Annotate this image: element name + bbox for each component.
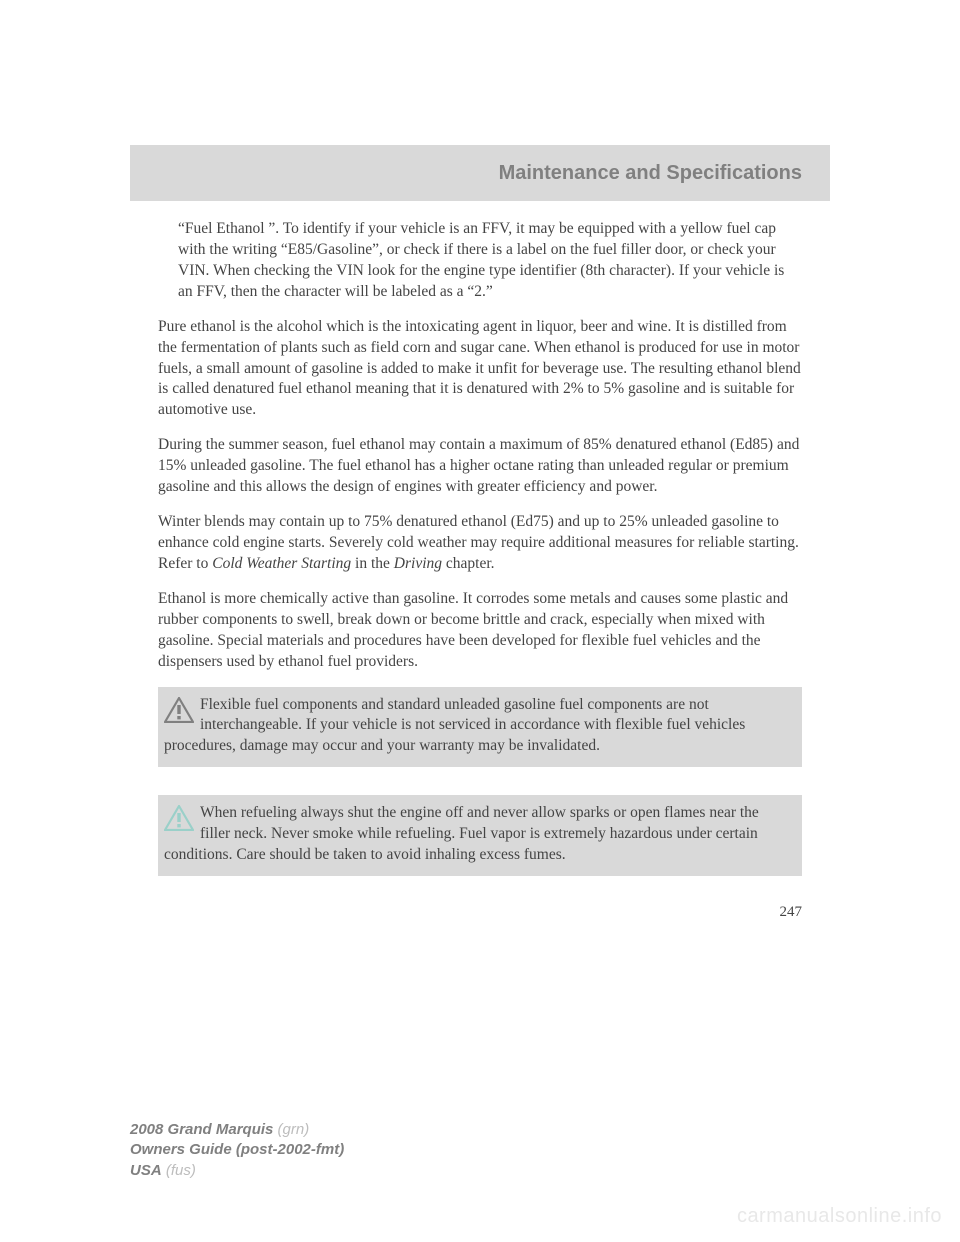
paragraph-5: Ethanol is more chemically active than g… xyxy=(158,589,802,673)
p4-italic-2: Driving xyxy=(394,555,442,572)
caution-icon xyxy=(164,697,194,728)
p4-mid: in the xyxy=(351,555,394,572)
warning-text-2: When refueling always shut the engine of… xyxy=(164,803,790,866)
paragraph-2: Pure ethanol is the alcohol which is the… xyxy=(158,317,802,422)
footer-code-2: (fus) xyxy=(162,1162,196,1179)
footer-model: 2008 Grand Marquis xyxy=(130,1121,273,1138)
footer-line-3: USA (fus) xyxy=(130,1161,344,1181)
section-title: Maintenance and Specifications xyxy=(499,162,802,185)
footer: 2008 Grand Marquis (grn) Owners Guide (p… xyxy=(130,1120,344,1181)
paragraph-4: Winter blends may contain up to 75% dena… xyxy=(158,512,802,575)
warning-box-2: When refueling always shut the engine of… xyxy=(158,795,802,876)
footer-line-1: 2008 Grand Marquis (grn) xyxy=(130,1120,344,1140)
paragraph-3: During the summer season, fuel ethanol m… xyxy=(158,435,802,498)
warning-box-1: Flexible fuel components and standard un… xyxy=(158,687,802,768)
footer-code-1: (grn) xyxy=(273,1121,309,1138)
p4-end: chapter. xyxy=(442,555,495,572)
paragraph-1: “Fuel Ethanol ”. To identify if your veh… xyxy=(158,219,802,303)
p4-italic-1: Cold Weather Starting xyxy=(212,555,351,572)
footer-line-2: Owners Guide (post-2002-fmt) xyxy=(130,1140,344,1160)
watermark: carmanualsonline.info xyxy=(737,1205,942,1228)
page-content: Maintenance and Specifications “Fuel Eth… xyxy=(130,145,830,921)
caution-icon xyxy=(164,805,194,836)
section-header-band: Maintenance and Specifications xyxy=(130,145,830,201)
page-number: 247 xyxy=(130,904,830,921)
body-text: “Fuel Ethanol ”. To identify if your veh… xyxy=(130,219,830,673)
footer-region: USA xyxy=(130,1162,162,1179)
footer-guide: Owners Guide (post-2002-fmt) xyxy=(130,1141,344,1158)
warning-text-1: Flexible fuel components and standard un… xyxy=(164,695,790,758)
